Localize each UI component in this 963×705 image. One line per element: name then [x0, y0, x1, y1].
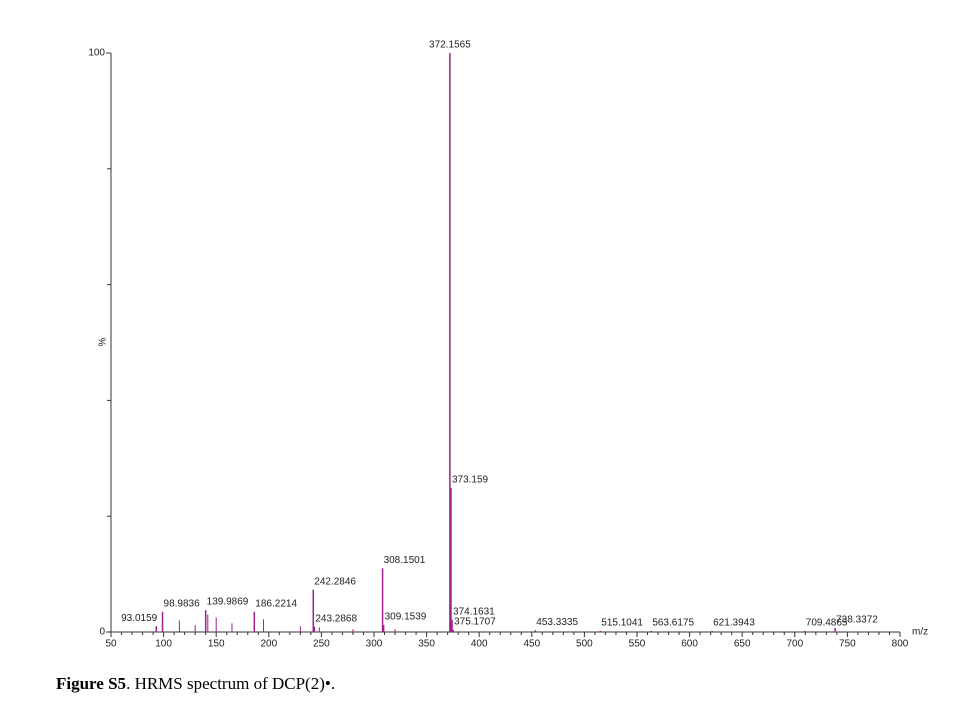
x-tick-label: 150	[208, 639, 225, 650]
peak-label: 738.3372	[836, 615, 878, 626]
peak-label: 93.0159	[121, 613, 158, 624]
peak-label: 309.1539	[385, 612, 427, 623]
peak-label: 453.3335	[536, 617, 578, 628]
x-tick-label: 350	[418, 639, 435, 650]
x-tick-label: 700	[786, 639, 803, 650]
peak-label: 243.2868	[315, 613, 357, 624]
x-tick-label: 800	[892, 639, 909, 650]
x-tick-label: 750	[839, 639, 856, 650]
peak-label: 621.3943	[713, 617, 755, 628]
y-axis-label: %	[98, 337, 109, 346]
peak-label: 515.1041	[601, 617, 643, 628]
peak-label: 139.9869	[207, 597, 249, 608]
x-tick-label: 650	[734, 639, 751, 650]
peak-label: 372.1565	[429, 40, 471, 51]
peak-label: 563.6175	[652, 617, 694, 628]
caption: Figure S5. HRMS spectrum of DCP(2)•.	[56, 674, 335, 694]
x-axis-label: m/z	[912, 627, 928, 638]
peak-label: 242.2846	[314, 576, 356, 587]
y-tick-label: 100	[88, 48, 105, 59]
x-tick-label: 450	[523, 639, 540, 650]
peak-label: 375.1707	[454, 616, 496, 627]
peak-label: 308.1501	[384, 555, 426, 566]
x-tick-label: 550	[629, 639, 646, 650]
peak-label: 374.1631	[453, 606, 495, 617]
y-tick-label: 0	[99, 627, 105, 638]
x-tick-label: 100	[155, 639, 172, 650]
x-tick-label: 200	[260, 639, 277, 650]
x-tick-label: 400	[471, 639, 488, 650]
caption-label: Figure S5	[56, 674, 127, 693]
peak-label: 373.159	[452, 474, 489, 485]
chart: m/z % 0 100 50 100 150 200 250 300 350 400 450 500 5…	[88, 40, 928, 650]
x-tick-label: 600	[681, 639, 698, 650]
peak-label: 186.2214	[255, 598, 297, 609]
x-tick-label: 500	[576, 639, 593, 650]
x-tick-label: 300	[366, 639, 383, 650]
x-tick-label: 250	[313, 639, 330, 650]
x-tick-label: 50	[105, 639, 117, 650]
peak-label: 98.9836	[164, 598, 201, 609]
caption-text: . HRMS spectrum of DCP(2)•.	[126, 674, 336, 693]
peak-label: 709.4865	[806, 617, 848, 628]
